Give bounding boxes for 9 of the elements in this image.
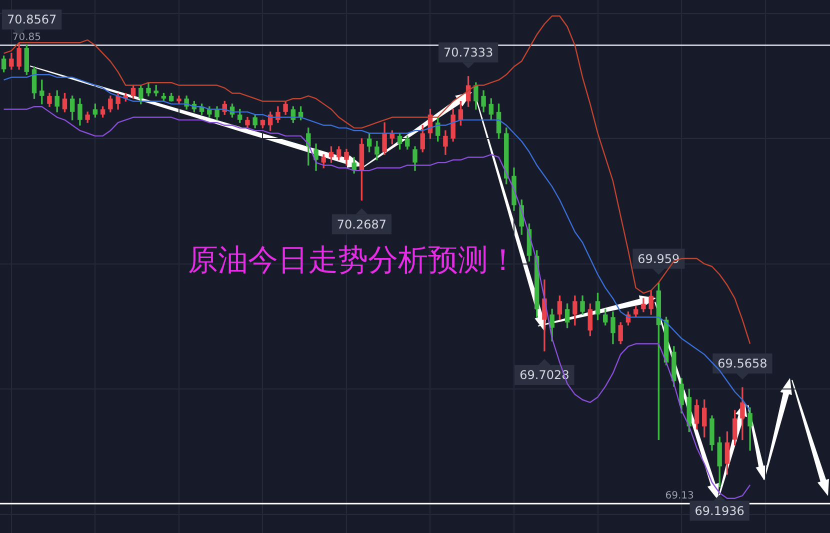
ref-line-label: 69.13 (665, 490, 694, 502)
annotation: 69.959 (638, 252, 680, 266)
annotation: 原油今日走势分析预测！ (188, 243, 518, 279)
annotation: 69.1936 (694, 504, 744, 518)
ref-line-label: 70.85 (12, 32, 41, 43)
annotation: 69.5658 (718, 356, 768, 371)
annotation: 70.8567 (7, 12, 57, 27)
annotation: 70.7333 (443, 46, 494, 60)
annotation: 70.2687 (336, 217, 387, 232)
